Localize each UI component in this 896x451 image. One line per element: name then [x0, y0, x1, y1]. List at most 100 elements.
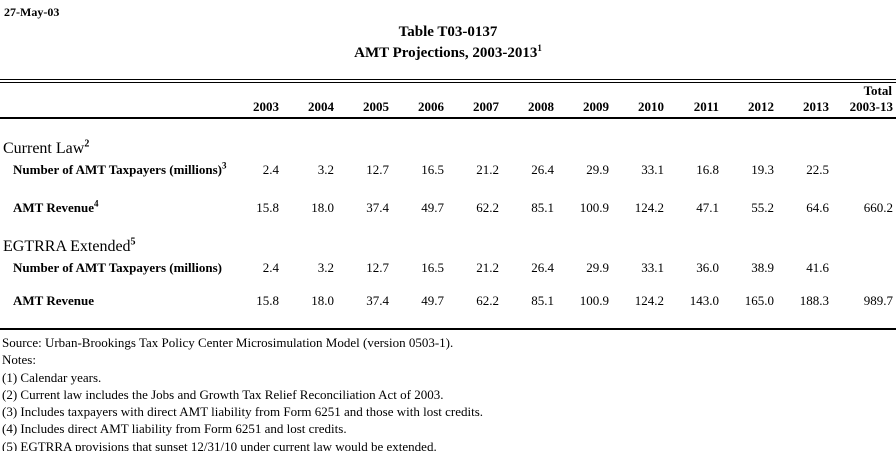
value-cell: 37.4 — [366, 200, 389, 215]
value-cell: 85.1 — [531, 200, 554, 215]
table-bottom-spacer — [0, 311, 896, 329]
value-cell: 165.0 — [744, 293, 774, 308]
total-cell — [845, 158, 896, 180]
value-cell: 124.2 — [634, 200, 664, 215]
value-cell: 100.9 — [579, 200, 609, 215]
value-cell: 29.9 — [586, 162, 609, 177]
source-line: Source: Urban-Brookings Tax Policy Cente… — [2, 335, 454, 350]
value-cell: 143.0 — [689, 293, 719, 308]
amt-projections-table: Total 2003 2004 2005 2006 2007 2008 2009… — [0, 79, 896, 330]
note-line: (1) Calendar years. — [2, 369, 102, 385]
value-cell: 62.2 — [476, 200, 499, 215]
table-subtitle-superscript: 1 — [537, 43, 542, 53]
row-label-text: AMT Revenue — [13, 200, 95, 215]
value-cell: 21.2 — [476, 162, 499, 177]
table-subtitle: AMT Projections, 2003-20131 — [0, 43, 896, 62]
year-column-header: 2005 — [363, 99, 389, 114]
value-cell: 2.4 — [262, 260, 279, 275]
value-cell: 49.7 — [421, 200, 444, 215]
value-cell: 15.8 — [256, 293, 279, 308]
value-cell: 49.7 — [421, 293, 444, 308]
header-spacer-cell — [0, 81, 845, 99]
value-cell: 12.7 — [366, 162, 389, 177]
section-label-text: EGTRRA Extended — [3, 238, 131, 255]
date-label: 27-May-03 — [4, 5, 60, 19]
notes-label: Notes: — [2, 352, 36, 368]
value-cell: 47.1 — [696, 200, 719, 215]
note-line: (3) Includes taxpayers with direct AMT l… — [2, 404, 484, 420]
value-cell: 85.1 — [531, 293, 554, 308]
section-label-text: Current Law — [3, 140, 85, 157]
total-column-header-line2: 2003-13 — [849, 99, 893, 114]
row-label-text: Number of AMT Taxpayers (millions) — [13, 260, 222, 275]
value-cell: 12.7 — [366, 260, 389, 275]
note-line: (4) Includes direct AMT liability from F… — [2, 421, 347, 437]
value-cell: 38.9 — [751, 260, 774, 275]
table-row-current-law-taxpayers: Number of AMT Taxpayers (millions)3 2.4 … — [0, 158, 896, 180]
value-cell: 29.9 — [586, 260, 609, 275]
table-row-egtrra-revenue: AMT Revenue 15.8 18.0 37.4 49.7 62.2 85.… — [0, 278, 896, 311]
section-label-superscript: 2 — [84, 138, 90, 150]
value-cell: 62.2 — [476, 293, 499, 308]
value-cell: 37.4 — [366, 293, 389, 308]
table-title: Table T03-0137 — [398, 24, 498, 40]
total-cell: 989.7 — [863, 293, 893, 308]
table-row-current-law-revenue: AMT Revenue4 15.8 18.0 37.4 49.7 62.2 85… — [0, 180, 896, 218]
value-cell: 100.9 — [579, 293, 609, 308]
table-row-egtrra-taxpayers: Number of AMT Taxpayers (millions) 2.4 3… — [0, 256, 896, 278]
total-cell — [845, 256, 896, 278]
year-column-header: 2012 — [748, 99, 774, 114]
row-label: AMT Revenue4 — [0, 180, 240, 218]
table-footer: Source: Urban-Brookings Tax Policy Cente… — [2, 334, 483, 451]
row-label-text: AMT Revenue — [13, 293, 95, 308]
row-label-superscript: 4 — [94, 198, 99, 209]
total-column-header-line1: Total — [863, 83, 892, 98]
value-cell: 15.8 — [256, 200, 279, 215]
value-cell: 36.0 — [696, 260, 719, 275]
value-cell: 26.4 — [531, 260, 554, 275]
note-line: (2) Current law includes the Jobs and Gr… — [2, 386, 444, 402]
value-cell: 16.5 — [421, 162, 444, 177]
value-cell: 19.3 — [751, 162, 774, 177]
value-cell: 16.5 — [421, 260, 444, 275]
table-subtitle-text: AMT Projections, 2003-2013 — [354, 45, 538, 61]
value-cell: 33.1 — [641, 162, 664, 177]
header-label-spacer — [0, 99, 240, 118]
row-label: Number of AMT Taxpayers (millions) — [0, 256, 240, 278]
row-label: Number of AMT Taxpayers (millions)3 — [0, 158, 240, 180]
section-label: Current Law2 — [0, 118, 896, 158]
value-cell: 2.4 — [262, 162, 279, 177]
year-column-header: 2009 — [583, 99, 609, 114]
table-bottom-spacer-row — [0, 311, 896, 329]
section-label: EGTRRA Extended5 — [0, 218, 896, 256]
section-header-row-egtrra: EGTRRA Extended5 — [0, 218, 896, 256]
value-cell: 188.3 — [799, 293, 829, 308]
row-label: AMT Revenue — [0, 278, 240, 311]
value-cell: 21.2 — [476, 260, 499, 275]
value-cell: 124.2 — [634, 293, 664, 308]
value-cell: 18.0 — [311, 200, 334, 215]
value-cell: 16.8 — [696, 162, 719, 177]
header-row-total: Total — [0, 81, 896, 99]
value-cell: 55.2 — [751, 200, 774, 215]
year-column-header: 2006 — [418, 99, 444, 114]
year-column-header: 2010 — [638, 99, 664, 114]
value-cell: 3.2 — [317, 162, 334, 177]
value-cell: 3.2 — [317, 260, 334, 275]
value-cell: 41.6 — [806, 260, 829, 275]
value-cell: 18.0 — [311, 293, 334, 308]
year-column-header: 2013 — [803, 99, 829, 114]
value-cell: 64.6 — [806, 200, 829, 215]
year-column-header: 2003 — [253, 99, 279, 114]
note-line: (5) EGTRRA provisions that sunset 12/31/… — [2, 438, 437, 451]
row-label-text: Number of AMT Taxpayers (millions) — [13, 162, 222, 177]
row-label-superscript: 3 — [221, 160, 227, 171]
total-cell: 660.2 — [863, 200, 893, 215]
year-column-header: 2011 — [693, 99, 719, 114]
value-cell: 26.4 — [531, 162, 554, 177]
header-row-years: 2003 2004 2005 2006 2007 2008 2009 2010 … — [0, 99, 896, 118]
section-label-superscript: 5 — [130, 236, 136, 248]
year-column-header: 2008 — [528, 99, 554, 114]
value-cell: 22.5 — [806, 162, 829, 177]
